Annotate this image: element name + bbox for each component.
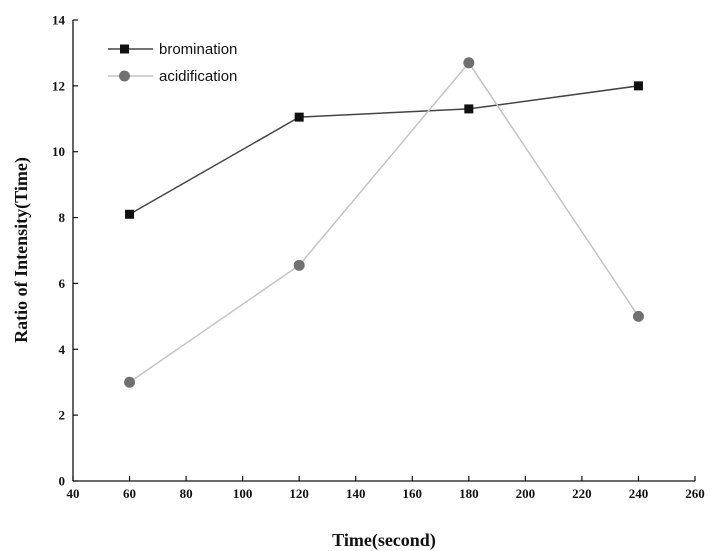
bromination-point <box>294 112 304 122</box>
acidification-point <box>293 259 305 271</box>
x-tick-label: 80 <box>180 486 193 501</box>
x-tick-label: 60 <box>123 486 136 501</box>
y-tick-label: 6 <box>59 276 66 291</box>
y-tick-label: 12 <box>52 78 65 93</box>
x-tick-label: 140 <box>346 486 366 501</box>
acidification-line <box>129 61 640 383</box>
y-tick-label: 8 <box>59 210 66 225</box>
x-tick-label: 160 <box>403 486 423 501</box>
legend-label: acidification <box>159 68 237 85</box>
axes <box>72 20 695 482</box>
x-tick-label: 220 <box>572 486 592 501</box>
bromination-line <box>129 85 639 215</box>
x-axis-title: Time(second) <box>332 530 436 551</box>
bromination-point <box>633 81 643 91</box>
legend-label: bromination <box>159 41 237 58</box>
y-tick-label: 14 <box>52 13 66 28</box>
x-tick-label: 240 <box>629 486 649 501</box>
x-tick-label: 40 <box>67 486 80 501</box>
x-tick-label: 260 <box>685 486 705 501</box>
y-tick-label: 10 <box>52 144 65 159</box>
y-tick-label: 4 <box>59 342 66 357</box>
series-acidification <box>124 57 644 388</box>
series-bromination <box>125 81 643 219</box>
bromination-point <box>125 209 135 219</box>
y-tick-label: 2 <box>59 408 66 423</box>
x-tick-label: 120 <box>289 486 309 501</box>
y-axis-title: Ratio of Intensity(Time) <box>11 157 32 343</box>
x-axis-ticks: 40 60 80 100 120 140 160 180 200 220 240 260 <box>67 476 705 501</box>
acidification-point <box>124 376 136 388</box>
bromination-point <box>464 104 474 114</box>
y-tick-label: 0 <box>59 474 66 489</box>
acidification-point <box>463 57 475 69</box>
x-tick-label: 100 <box>233 486 253 501</box>
series-layer <box>124 57 644 388</box>
y-axis-ticks: 0 2 4 6 8 10 12 14 <box>52 13 78 489</box>
legend: bromination acidification <box>108 41 237 85</box>
x-tick-label: 180 <box>459 486 479 501</box>
legend-marker <box>120 44 129 54</box>
legend-marker <box>119 70 130 82</box>
x-tick-label: 200 <box>516 486 536 501</box>
acidification-point <box>632 310 644 322</box>
